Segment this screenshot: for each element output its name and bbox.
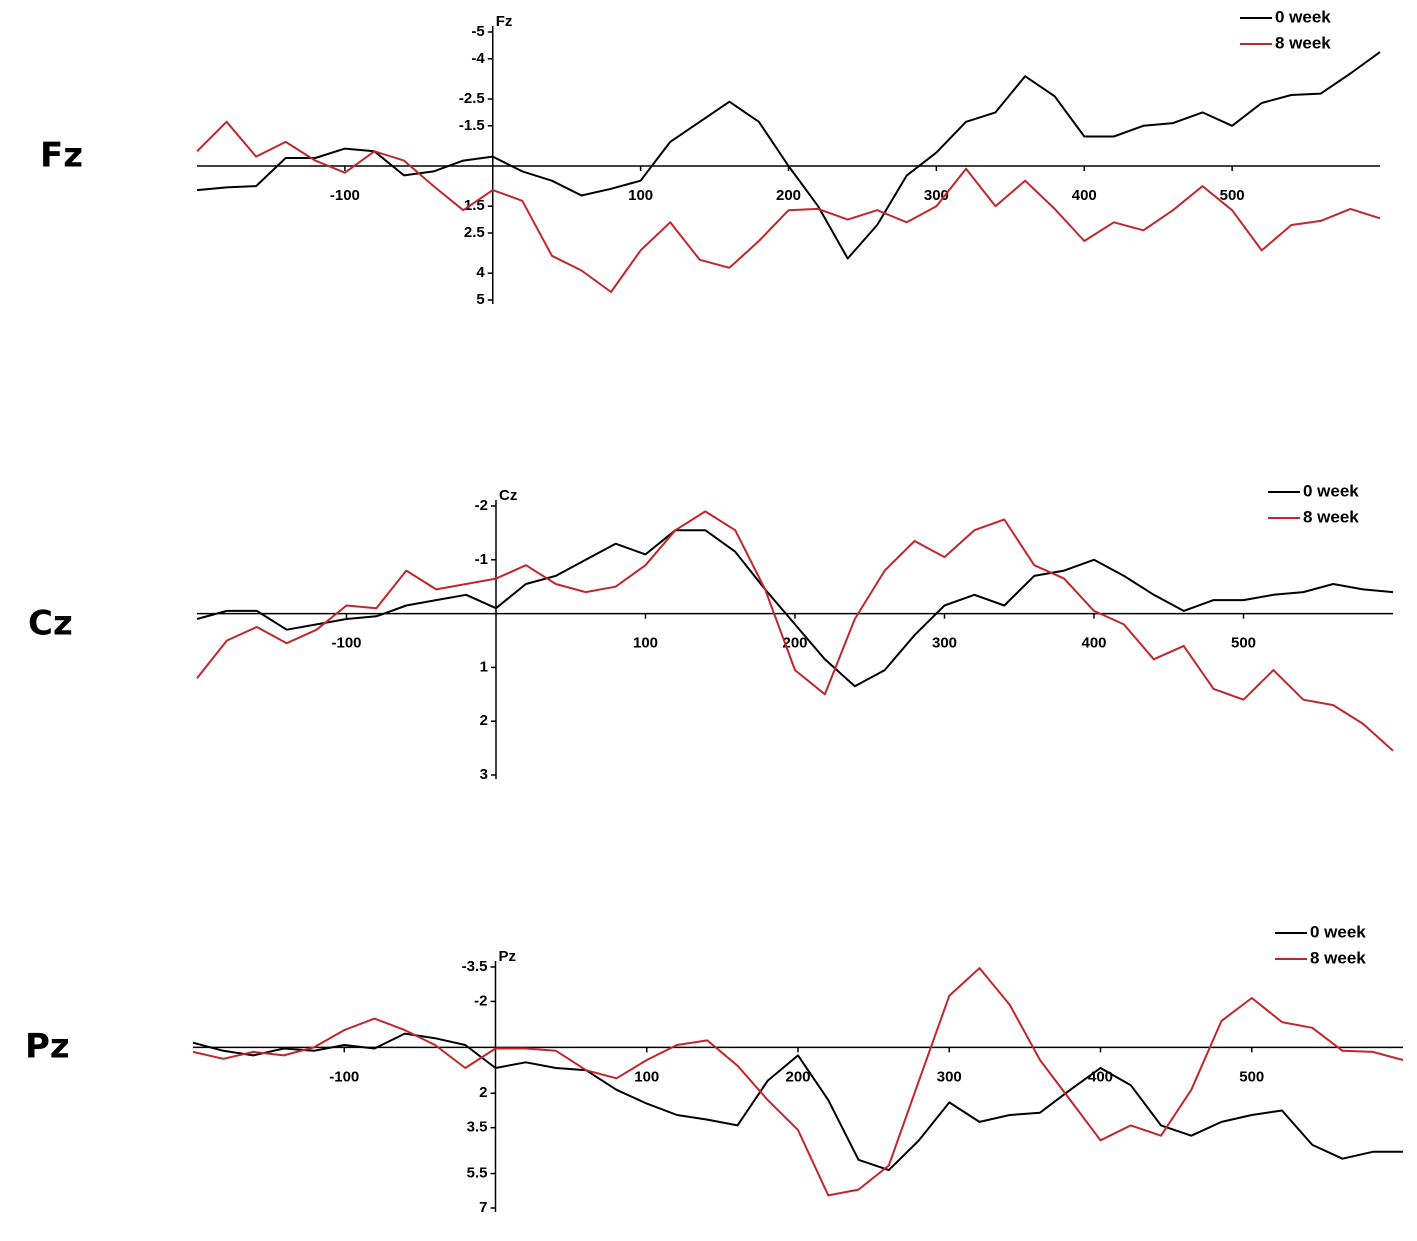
y-tick-label: -3.5 <box>462 958 488 975</box>
legend-label: 0 week <box>1310 922 1366 941</box>
y-tick-label: -1 <box>475 551 488 568</box>
y-tick-label: -2 <box>474 992 487 1009</box>
x-tick-label: 100 <box>628 187 653 204</box>
series-line <box>196 510 1394 752</box>
channel-label: Cz <box>28 604 73 644</box>
series-line <box>196 120 1381 293</box>
y-tick-label: 3 <box>480 766 488 783</box>
x-tick-label: 100 <box>634 1068 659 1085</box>
series-line <box>196 529 1394 688</box>
y-axis-label: Fz <box>496 13 513 30</box>
y-tick-label: 2 <box>480 712 488 729</box>
legend-label: 8 week <box>1303 507 1359 526</box>
x-tick-label: 500 <box>1239 1068 1264 1085</box>
x-tick-label: 300 <box>932 635 957 652</box>
y-tick-label: -1.5 <box>459 117 485 134</box>
legend-label: 0 week <box>1303 481 1359 500</box>
y-tick-label: 2.5 <box>464 224 485 241</box>
y-tick-label: -5 <box>471 23 484 40</box>
series-line <box>192 967 1404 1197</box>
channel-label: Pz <box>25 1027 70 1067</box>
x-tick-label: 200 <box>785 1068 810 1085</box>
y-tick-label: 2 <box>479 1084 487 1101</box>
y-tick-label: -2.5 <box>459 90 485 107</box>
x-tick-label: 200 <box>776 187 801 204</box>
channel-label: Fz <box>40 136 83 176</box>
y-tick-label: 3.5 <box>467 1119 488 1136</box>
legend-label: 8 week <box>1275 33 1331 52</box>
y-tick-label: -4 <box>471 50 485 67</box>
series-line <box>192 1032 1403 1172</box>
x-tick-label: 400 <box>1081 635 1106 652</box>
x-tick-label: -100 <box>329 1068 359 1085</box>
series-line <box>196 51 1381 260</box>
x-tick-label: 400 <box>1088 1068 1113 1085</box>
x-tick-label: 500 <box>1220 187 1245 204</box>
y-axis-label: Cz <box>499 487 517 504</box>
y-tick-label: 1 <box>480 658 488 675</box>
y-tick-label: 4 <box>476 264 485 281</box>
y-tick-label: 1.5 <box>464 197 485 214</box>
y-tick-label: 5 <box>476 291 484 308</box>
x-tick-label: -100 <box>330 187 360 204</box>
x-tick-label: 500 <box>1231 635 1256 652</box>
x-tick-label: 100 <box>633 635 658 652</box>
legend-label: 0 week <box>1275 7 1331 26</box>
y-tick-label: -2 <box>475 497 488 514</box>
x-tick-label: 300 <box>937 1068 962 1085</box>
legend-label: 8 week <box>1310 948 1366 967</box>
x-tick-label: -100 <box>331 635 361 652</box>
y-axis-label: Pz <box>499 948 517 965</box>
y-tick-label: 7 <box>479 1199 487 1216</box>
y-tick-label: 5.5 <box>467 1165 488 1182</box>
x-tick-label: 200 <box>782 635 807 652</box>
x-tick-label: 400 <box>1072 187 1097 204</box>
